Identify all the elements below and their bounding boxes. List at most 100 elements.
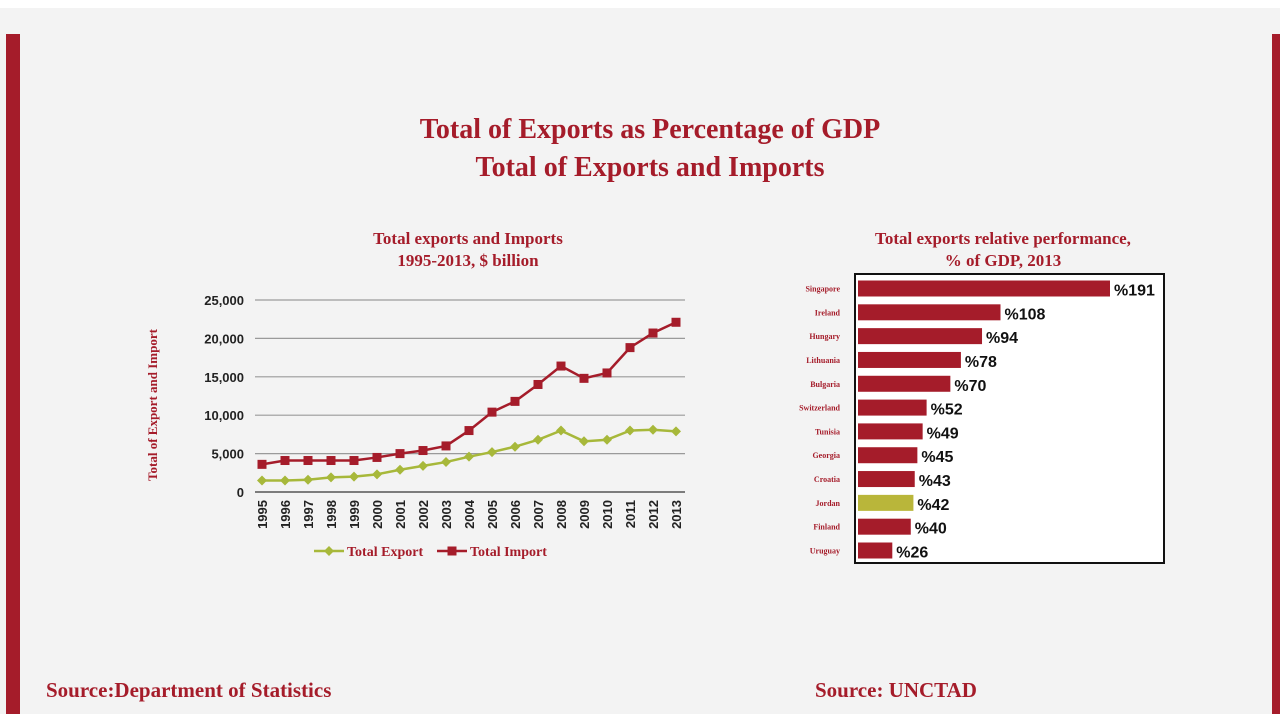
export-point: [257, 475, 267, 486]
export-point: [487, 447, 497, 458]
line-chart-title-line1: Total exports and Imports: [373, 229, 563, 248]
x-tick-label: 1997: [301, 500, 316, 529]
legend-export-label: Total Export: [347, 545, 423, 560]
export-point: [671, 426, 681, 437]
y-tick-label: 10,000: [204, 408, 244, 423]
bar-value-label: %40: [915, 521, 947, 538]
import-point: [510, 396, 520, 406]
x-tick-label: 2003: [439, 500, 454, 529]
y-tick-label: 25,000: [204, 293, 244, 308]
import-point: [326, 456, 336, 466]
import-point: [441, 441, 451, 451]
legend-export-marker: [324, 546, 334, 556]
x-tick-label: 2007: [531, 500, 546, 529]
x-tick-label: 2004: [462, 499, 477, 529]
import-point: [395, 449, 405, 459]
export-point: [418, 460, 428, 471]
import-point: [349, 456, 359, 466]
export-point: [648, 424, 658, 435]
legend-import-label: Total Import: [470, 545, 547, 560]
bar-value-label: %70: [954, 378, 986, 395]
y-tick-label: 15,000: [204, 370, 244, 385]
x-tick-label: 1999: [347, 500, 362, 529]
x-tick-label: 2001: [393, 500, 408, 529]
export-point: [326, 472, 336, 483]
bar-category-label: Bulgaria: [810, 380, 840, 389]
bar: [858, 542, 893, 559]
x-tick-label: 2008: [554, 500, 569, 529]
bar-value-label: %26: [896, 545, 928, 562]
bar-chart-title: Total exports relative performance, % of…: [818, 228, 1188, 272]
import-point: [464, 426, 474, 436]
export-point: [533, 434, 543, 445]
bar-chart-title-line1: Total exports relative performance,: [875, 229, 1131, 248]
bar-category-label: Georgia: [812, 451, 840, 460]
bar: [858, 423, 923, 440]
x-tick-label: 2009: [577, 500, 592, 529]
bar: [858, 375, 951, 392]
bar-value-label: %52: [931, 402, 963, 419]
page-subtitle: Total of Exports and Imports: [475, 152, 825, 183]
import-point: [533, 379, 543, 389]
import-point: [257, 459, 267, 469]
export-point: [556, 425, 566, 436]
bar: [858, 471, 915, 488]
bar-value-label: %45: [921, 449, 953, 466]
import-point: [372, 452, 382, 462]
right-accent-bar: [1272, 34, 1280, 714]
bar: [858, 399, 927, 416]
bar-category-label: Jordan: [816, 499, 841, 508]
x-tick-label: 2011: [623, 500, 638, 528]
bar-highlight: [858, 494, 914, 511]
import-point: [280, 456, 290, 466]
bar-category-label: Lithuania: [806, 356, 840, 365]
export-point: [579, 436, 589, 447]
x-tick-label: 2013: [669, 500, 684, 529]
bar-category-label: Finland: [813, 523, 840, 532]
source-left: Source:Department of Statistics: [46, 678, 332, 702]
bar: [858, 447, 918, 464]
x-tick-label: 1996: [278, 500, 293, 529]
import-point: [418, 446, 428, 456]
bar: [858, 328, 983, 345]
legend-import-marker: [447, 546, 457, 556]
export-point: [441, 457, 451, 468]
bar-value-label: %108: [1004, 306, 1045, 323]
import-point: [602, 368, 612, 378]
x-tick-label: 2002: [416, 500, 431, 529]
bar-value-label: %191: [1114, 283, 1155, 300]
import-point: [556, 361, 566, 371]
export-point: [349, 471, 359, 482]
x-tick-label: 1998: [324, 500, 339, 529]
y-tick-label: 20,000: [204, 331, 244, 346]
bar-value-label: %49: [927, 425, 959, 442]
export-point: [303, 474, 313, 485]
export-point: [625, 425, 635, 436]
x-tick-label: 1995: [255, 500, 270, 529]
bar-chart-frame: [854, 273, 1165, 564]
y-tick-label: 0: [237, 485, 244, 500]
bar: [858, 304, 1001, 321]
bar-category-label: Singapore: [805, 285, 840, 294]
bar-value-label: %78: [965, 354, 997, 371]
x-tick-label: 2000: [370, 500, 385, 529]
export-point: [280, 475, 290, 486]
x-tick-label: 2012: [646, 500, 661, 529]
import-point: [648, 328, 658, 338]
y-tick-label: 5,000: [211, 447, 244, 462]
export-point: [602, 434, 612, 445]
import-point: [671, 317, 681, 327]
x-tick-label: 2010: [600, 500, 615, 529]
bar-value-label: %94: [986, 330, 1018, 347]
bar-category-label: Croatia: [814, 475, 840, 484]
export-point: [395, 464, 405, 475]
left-accent-bar: [6, 34, 20, 714]
import-point: [303, 456, 313, 466]
bar: [858, 280, 1110, 297]
import-point: [487, 407, 497, 417]
y-axis-label: Total of Export and Import: [145, 328, 160, 481]
bar-category-label: Ireland: [815, 308, 841, 317]
export-point: [464, 451, 474, 462]
line-chart-title: Total exports and Imports 1995-2013, $ b…: [318, 228, 618, 272]
